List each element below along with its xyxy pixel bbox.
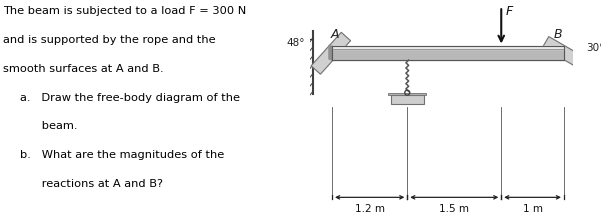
Text: 1.2 m: 1.2 m (355, 204, 385, 213)
Text: a.   Draw the free-body diagram of the: a. Draw the free-body diagram of the (20, 93, 240, 103)
Text: B: B (554, 28, 562, 41)
Text: reactions at A and B?: reactions at A and B? (20, 179, 163, 189)
Polygon shape (329, 45, 332, 60)
Polygon shape (332, 46, 564, 49)
Text: The beam is subjected to a load F = 300 N: The beam is subjected to a load F = 300 … (3, 6, 246, 16)
Polygon shape (332, 49, 564, 60)
Text: smooth surfaces at A and B.: smooth surfaces at A and B. (3, 64, 163, 74)
Text: b.   What are the magnitudes of the: b. What are the magnitudes of the (20, 150, 225, 160)
Text: A: A (331, 28, 340, 41)
Polygon shape (388, 93, 426, 95)
Text: 48°: 48° (287, 38, 305, 47)
Text: and is supported by the rope and the: and is supported by the rope and the (3, 35, 216, 45)
Text: 30°: 30° (586, 43, 601, 53)
Polygon shape (311, 32, 350, 74)
Text: 1 m: 1 m (523, 204, 543, 213)
Text: 1.5 m: 1.5 m (439, 204, 469, 213)
Text: F: F (505, 5, 513, 18)
FancyBboxPatch shape (391, 95, 424, 104)
Polygon shape (543, 37, 588, 70)
Text: beam.: beam. (20, 121, 78, 131)
